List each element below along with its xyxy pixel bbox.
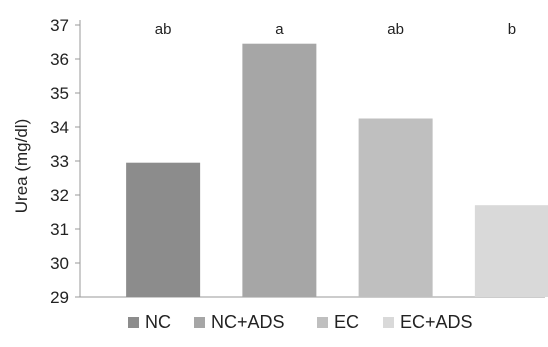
significance-letter: b (508, 21, 516, 38)
legend-label: NC (145, 312, 171, 332)
y-tick-label: 36 (50, 50, 69, 69)
legend-swatch (128, 317, 139, 328)
legend-swatch (317, 317, 328, 328)
y-tick-group: 29 30 31 32 33 34 35 36 37 (50, 16, 80, 307)
legend: NC NC+ADS EC EC+ADS (128, 312, 473, 332)
y-tick-label: 35 (50, 84, 69, 103)
y-tick-label: 33 (50, 152, 69, 171)
significance-letter: a (275, 21, 284, 38)
bar-group (126, 43, 548, 298)
bar-nc (126, 162, 201, 297)
legend-label: NC+ADS (211, 312, 285, 332)
y-axis-title: Urea (mg/dl) (12, 119, 31, 213)
significance-letter: ab (387, 21, 404, 38)
y-tick-label: 37 (50, 16, 69, 35)
y-tick-label: 32 (50, 186, 69, 205)
y-tick-label: 31 (50, 220, 69, 239)
legend-label: EC+ADS (400, 312, 473, 332)
y-tick-label: 30 (50, 254, 69, 273)
legend-label: EC (334, 312, 359, 332)
bar-nc-plus-ads (242, 43, 317, 298)
y-axis: 29 30 31 32 33 34 35 36 37 (50, 16, 81, 307)
y-tick-label: 29 (50, 288, 69, 307)
significance-letter-group: ab a ab b (155, 21, 516, 38)
legend-swatch (383, 317, 394, 328)
legend-swatch (194, 317, 205, 328)
bar-ec (358, 118, 433, 297)
y-tick-label: 34 (50, 118, 69, 137)
significance-letter: ab (155, 21, 172, 38)
bar-ec-plus-ads (474, 205, 548, 297)
